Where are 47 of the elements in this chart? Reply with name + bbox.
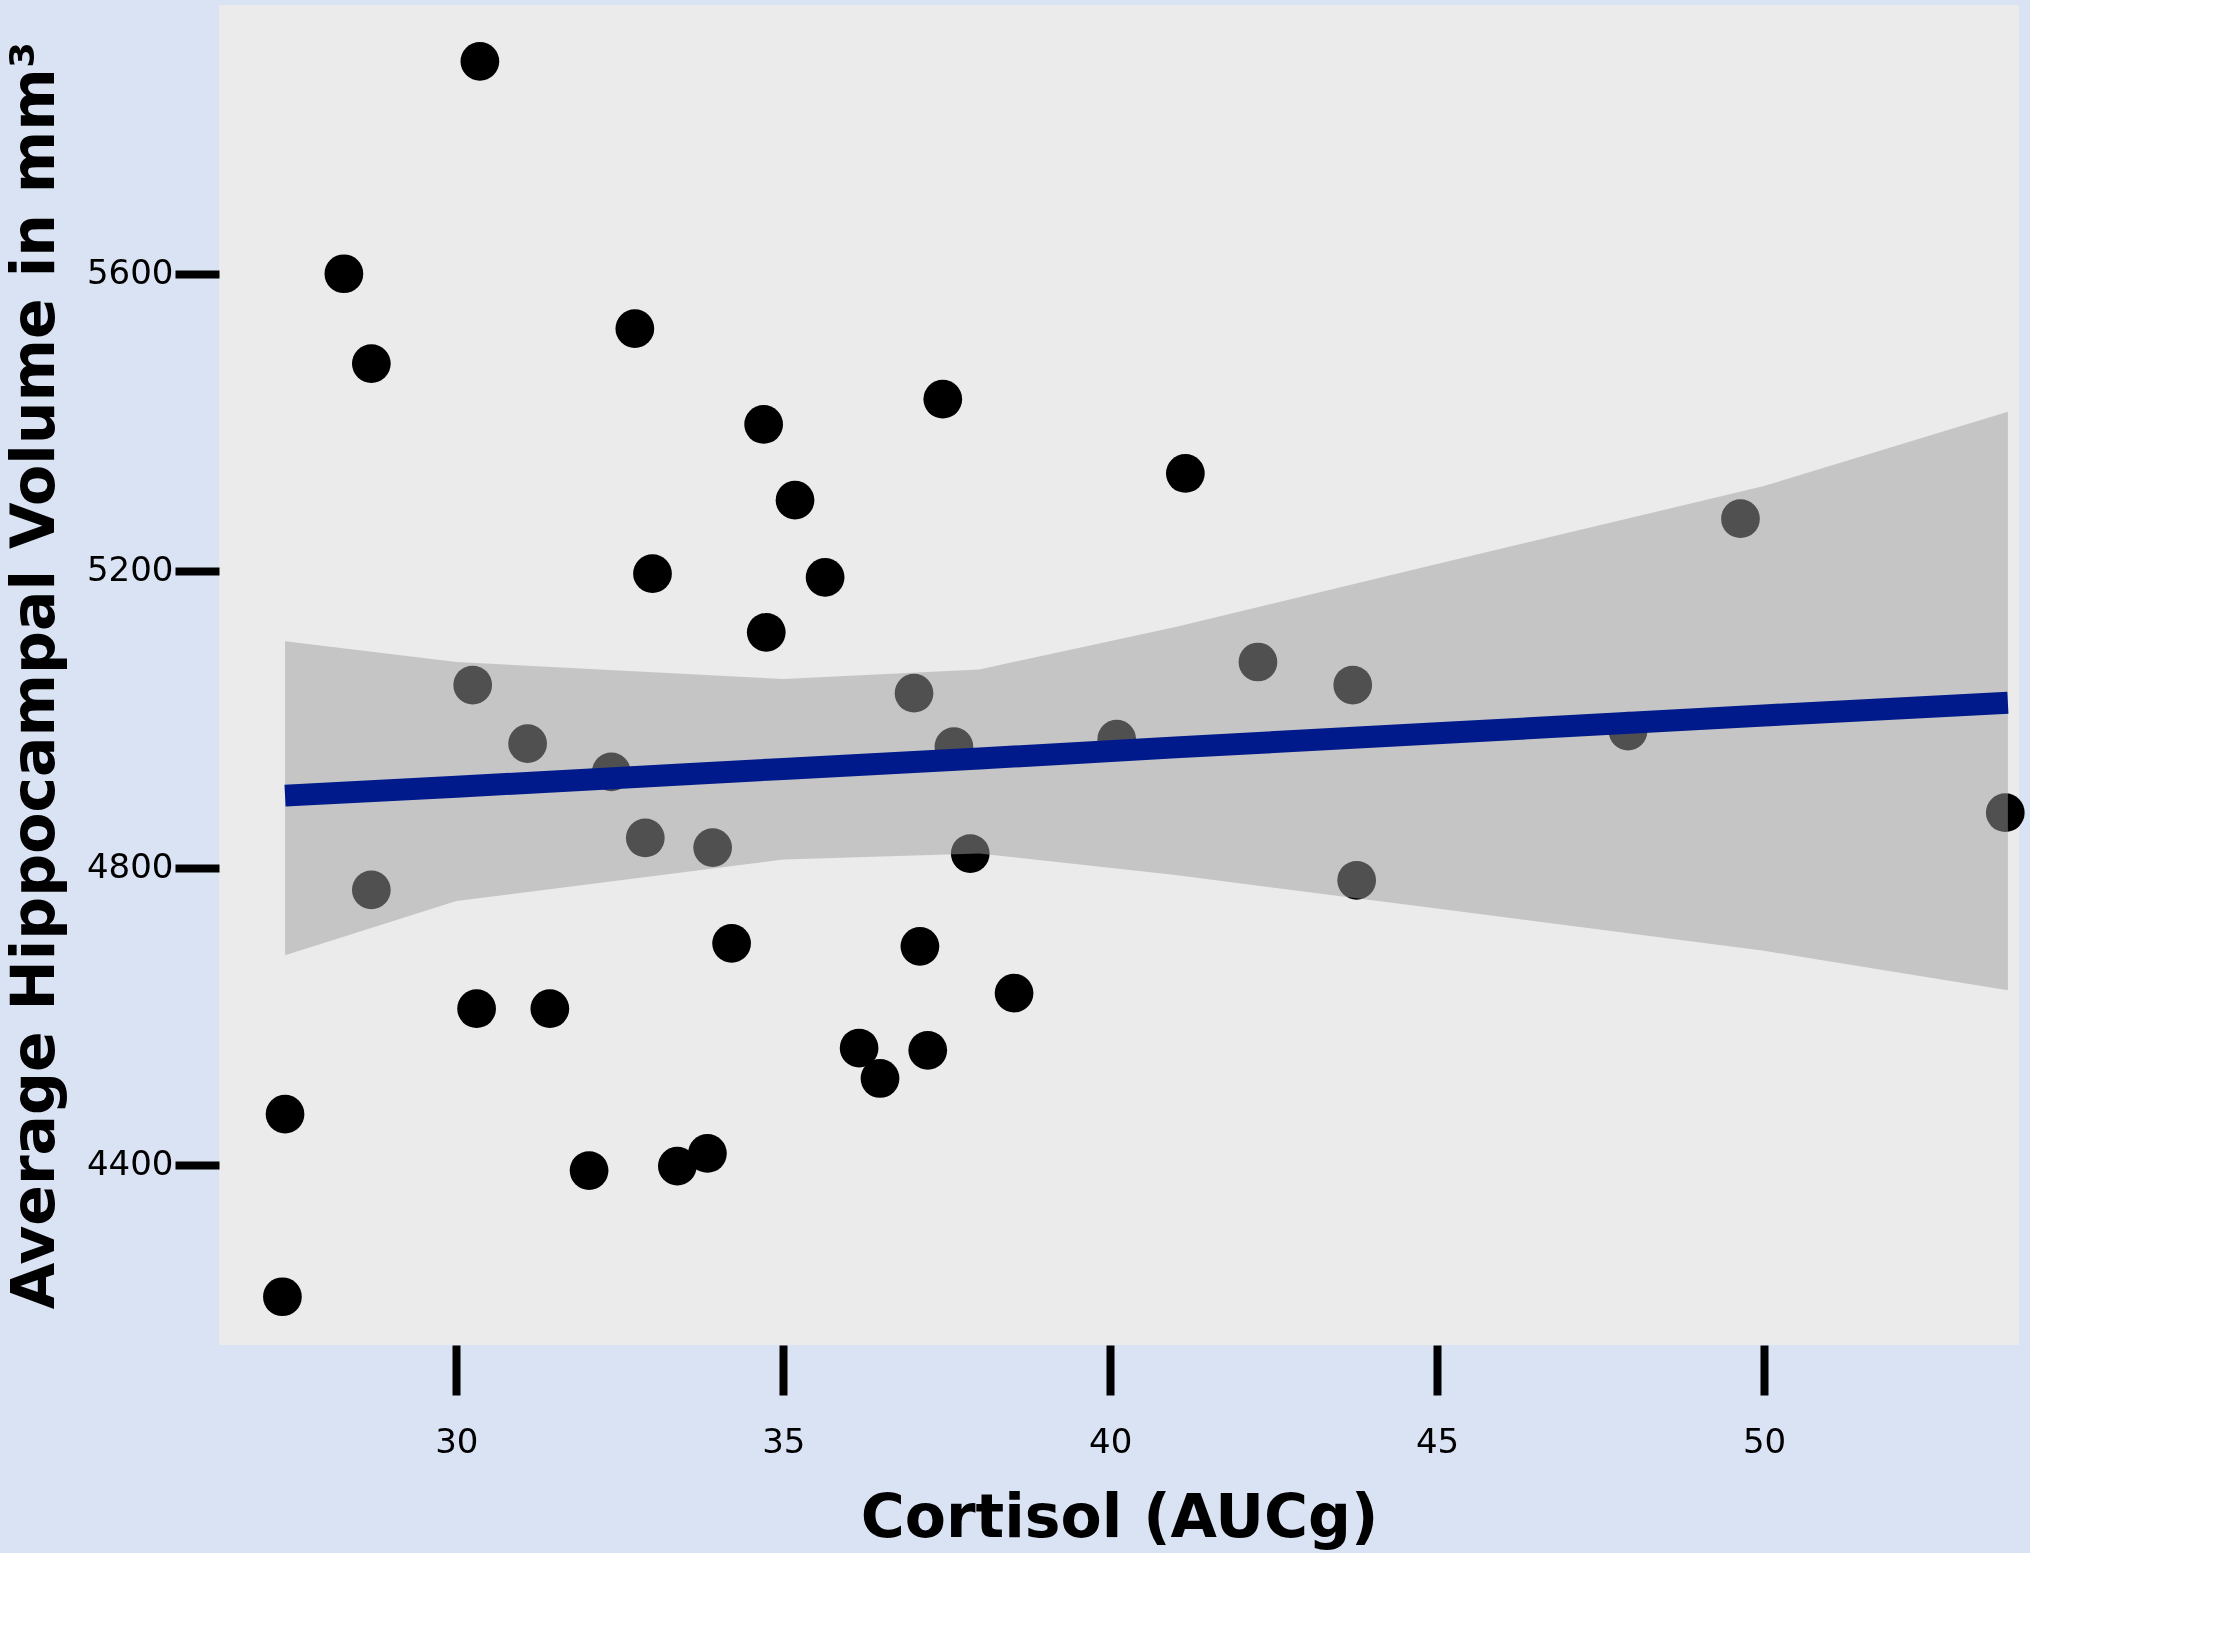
- point: [805, 558, 845, 597]
- x-axis-title: Cortisol (AUCg): [860, 1480, 1379, 1551]
- point: [688, 1134, 727, 1173]
- point: [900, 927, 940, 966]
- point: [615, 309, 655, 349]
- y-tick-label: 5200: [86, 549, 174, 590]
- point: [625, 818, 665, 858]
- point: [860, 1059, 900, 1098]
- point: [657, 1146, 697, 1186]
- point: [508, 724, 547, 763]
- point: [457, 989, 496, 1029]
- y-tick-label: 4400: [86, 1143, 174, 1184]
- point: [530, 989, 570, 1029]
- point: [324, 254, 364, 294]
- point: [263, 1277, 302, 1317]
- x-tick-label: 50: [1742, 1420, 1787, 1461]
- point: [839, 1028, 879, 1068]
- point: [265, 1094, 305, 1134]
- point: [1985, 793, 2025, 833]
- point: [744, 405, 784, 444]
- point: [1337, 860, 1377, 900]
- point: [746, 612, 786, 652]
- point: [1166, 454, 1205, 493]
- point: [693, 828, 733, 867]
- x-tick-label: 30: [435, 1420, 479, 1461]
- point: [1721, 499, 1760, 539]
- y-tick-label: 4800: [86, 846, 174, 887]
- point: [633, 554, 672, 593]
- point: [569, 1151, 609, 1190]
- x-tick-label: 40: [1089, 1420, 1133, 1461]
- y-axis-title: Average Hippocampal Volume in mm³: [0, 41, 68, 1310]
- point: [950, 834, 990, 873]
- point: [1238, 642, 1278, 682]
- point: [460, 42, 500, 81]
- x-tick-label: 35: [762, 1420, 806, 1461]
- point: [775, 480, 815, 520]
- point: [894, 673, 934, 713]
- point: [351, 344, 391, 383]
- point: [994, 973, 1034, 1013]
- point: [453, 665, 493, 705]
- point: [923, 379, 963, 419]
- point: [908, 1030, 948, 1070]
- y-tick-label: 5600: [86, 252, 174, 293]
- point: [351, 870, 391, 910]
- point: [1333, 665, 1373, 705]
- point: [712, 924, 751, 963]
- x-tick-label: 45: [1415, 1420, 1460, 1461]
